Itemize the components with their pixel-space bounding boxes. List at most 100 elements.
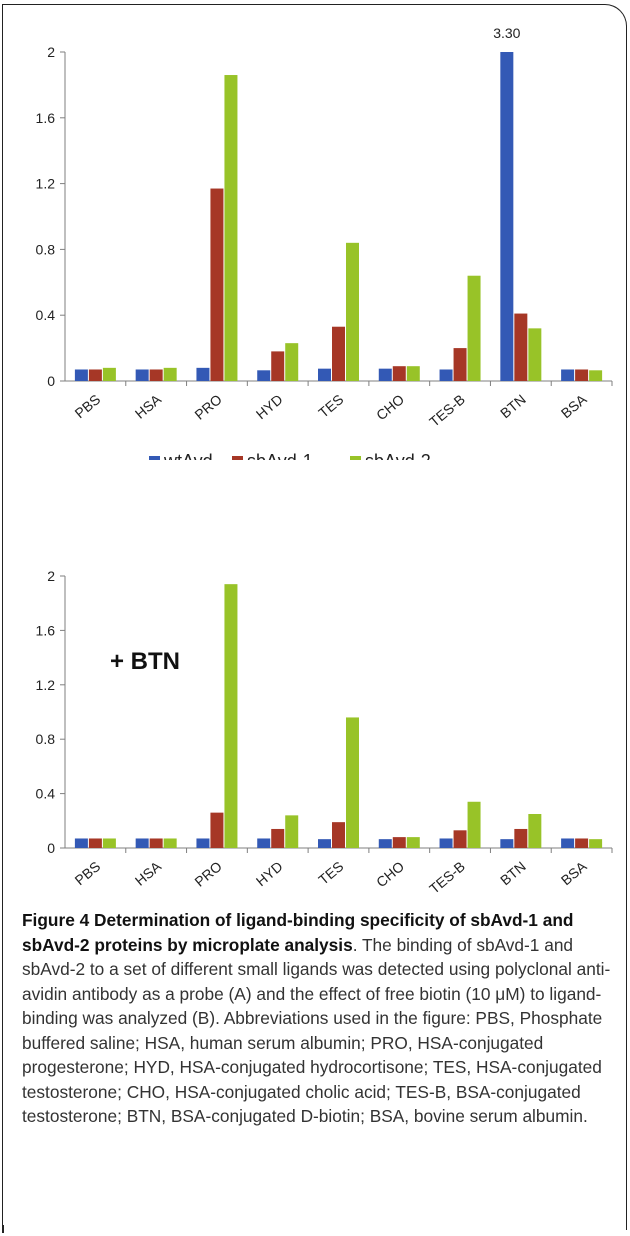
bar xyxy=(257,370,271,381)
x-tick-label: CHO xyxy=(373,391,407,423)
legend-label: sbAvd-1 xyxy=(247,451,313,460)
bar xyxy=(378,839,392,848)
bar xyxy=(467,801,481,848)
x-tick-label: PRO xyxy=(191,391,225,423)
legend-swatch xyxy=(350,456,361,460)
data-label: 3.30 xyxy=(493,25,520,41)
bar xyxy=(135,369,149,381)
x-tick-label: PBS xyxy=(72,858,104,888)
legend-swatch xyxy=(232,456,243,460)
y-tick-label: 0.8 xyxy=(36,241,56,257)
bar xyxy=(500,839,514,848)
bar xyxy=(439,838,453,848)
chart-title: + BTN xyxy=(110,648,180,675)
bar xyxy=(346,717,359,848)
bar xyxy=(224,584,238,848)
x-tick-label: PBS xyxy=(72,391,104,421)
bar xyxy=(392,366,406,381)
figure-caption: Figure 4 Determination of ligand-binding… xyxy=(22,908,618,1129)
bar xyxy=(589,839,603,848)
y-tick-label: 0.4 xyxy=(36,786,56,802)
bar xyxy=(135,838,149,848)
bar xyxy=(271,351,285,381)
chart-b: 0 0.4 0.8 1.2 1.6 2 PBS HSA PRO HYD TES CHO TES-B BTN… xyxy=(36,568,613,897)
bar xyxy=(575,369,589,381)
y-tick-label: 1.6 xyxy=(36,622,56,638)
bar xyxy=(257,838,271,848)
x-tick-label: TES xyxy=(315,391,346,421)
bar xyxy=(392,837,406,848)
frame-edge xyxy=(2,1225,4,1233)
bar xyxy=(88,369,102,381)
bar xyxy=(163,367,177,381)
x-tick-label: BSA xyxy=(558,858,590,889)
x-tick-label: CHO xyxy=(373,858,407,890)
x-tick-label: TES-B xyxy=(426,391,468,430)
y-tick-label: 2 xyxy=(47,568,55,584)
bar xyxy=(318,839,331,848)
legend-label: sbAvd-2 xyxy=(365,451,431,460)
y-tick-label: 0 xyxy=(47,840,55,856)
y-tick-label: 0 xyxy=(47,373,55,389)
bar xyxy=(74,838,88,848)
legend: wtAvd sbAvd-1 sbAvd-2 xyxy=(149,451,431,460)
y-tick-label: 1.2 xyxy=(36,176,56,192)
legend-label: wtAvd xyxy=(163,451,213,460)
caption-title: Figure 4 Determination of ligand-binding… xyxy=(22,910,574,955)
figure-frame xyxy=(2,4,627,1230)
bar xyxy=(561,369,575,381)
bar xyxy=(453,348,467,381)
bar xyxy=(514,313,528,381)
x-tick-label: BTN xyxy=(497,858,529,888)
bar xyxy=(561,838,575,848)
bar xyxy=(589,370,603,381)
x-tick-label: HSA xyxy=(132,858,165,889)
bar xyxy=(467,275,481,381)
legend-swatch xyxy=(149,456,160,460)
bar xyxy=(285,343,299,381)
x-tick-label: TES xyxy=(315,858,346,888)
caption-body: . The binding of sbAvd-1 and sbAvd-2 to … xyxy=(22,934,611,1127)
x-tick-label: BTN xyxy=(497,391,529,421)
x-tick-label: PRO xyxy=(191,858,225,890)
bar xyxy=(149,369,163,381)
x-tick-label: HSA xyxy=(132,391,165,422)
bar xyxy=(210,188,224,381)
bar xyxy=(318,368,331,381)
bar xyxy=(285,815,299,848)
y-tick-label: 0.4 xyxy=(36,307,56,323)
bar xyxy=(332,326,345,381)
bar xyxy=(453,830,467,848)
bar xyxy=(346,242,359,381)
x-tick-label: HYD xyxy=(253,391,286,422)
bar xyxy=(271,828,285,848)
bar xyxy=(102,838,116,848)
bar xyxy=(528,328,542,381)
bar xyxy=(210,812,224,848)
bar xyxy=(500,52,514,381)
x-tick-label: HYD xyxy=(253,858,286,889)
chart-a: 0 0.4 0.8 1.2 1.6 2 PBS HSA PRO HYD TES CHO TES-B BTN… xyxy=(36,25,613,460)
y-tick-label: 1.6 xyxy=(36,110,56,126)
bar xyxy=(406,837,420,848)
y-tick-label: 1.2 xyxy=(36,677,56,693)
x-tick-label: TES-B xyxy=(426,858,468,897)
bar xyxy=(439,369,453,381)
bar xyxy=(378,368,392,381)
x-tick-label: BSA xyxy=(558,391,590,422)
bar xyxy=(196,367,210,381)
bar xyxy=(149,838,163,848)
bar xyxy=(88,838,102,848)
bar xyxy=(224,75,238,381)
bar xyxy=(196,838,210,848)
bar xyxy=(514,828,528,848)
y-tick-label: 2 xyxy=(47,44,55,60)
bar xyxy=(163,838,177,848)
bar xyxy=(575,838,589,848)
bar xyxy=(406,366,420,381)
bar xyxy=(528,814,542,848)
bar xyxy=(332,822,345,848)
bar xyxy=(102,367,116,381)
bar xyxy=(74,369,88,381)
y-tick-label: 0.8 xyxy=(36,731,56,747)
